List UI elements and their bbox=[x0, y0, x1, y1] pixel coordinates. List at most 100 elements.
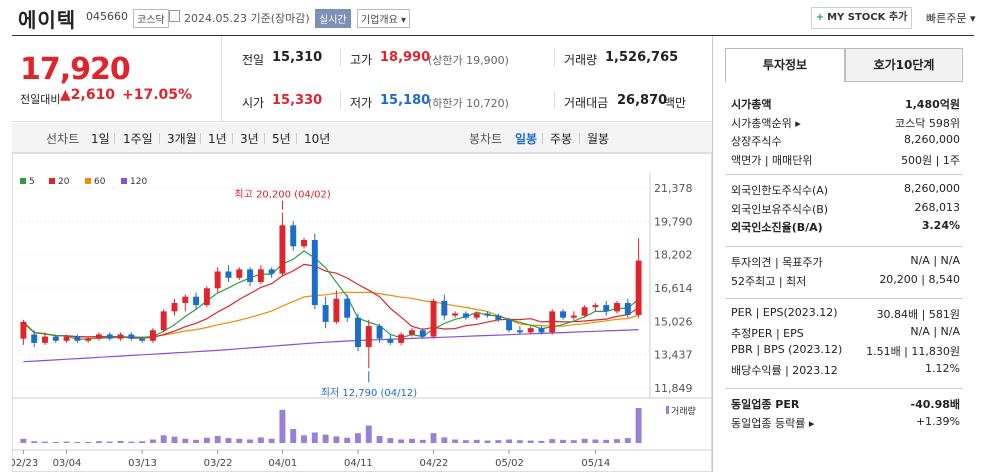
volume-bar bbox=[42, 441, 48, 443]
candle-body bbox=[139, 338, 146, 341]
candle-body bbox=[527, 328, 534, 333]
candle-daily[interactable]: 일봉 bbox=[515, 132, 538, 146]
volume-bar bbox=[614, 439, 620, 443]
candle-body bbox=[516, 330, 523, 333]
candle-monthly[interactable]: 월봉 bbox=[587, 132, 610, 146]
volume-bar bbox=[538, 440, 545, 443]
candle-weekly[interactable]: 주봉 bbox=[550, 132, 573, 146]
info-label: 시가총액순위 ▸ bbox=[731, 116, 801, 130]
x-tick-label: 02/23 bbox=[12, 458, 38, 469]
ma60-line bbox=[22, 291, 639, 338]
candle-body bbox=[430, 300, 437, 337]
volume-label: 거래량 bbox=[671, 405, 696, 417]
candle-body bbox=[452, 313, 459, 316]
info-value: 1.12% bbox=[925, 361, 960, 375]
info-label: 외국인한도주식수(A) bbox=[731, 184, 829, 197]
low-annotation: 최저 12,790 (04/12) bbox=[321, 387, 417, 399]
low-value: 15,180 bbox=[380, 93, 431, 108]
info-value: 268,013 bbox=[914, 200, 961, 214]
period-5y[interactable]: 5년 bbox=[272, 132, 291, 146]
candle-body bbox=[473, 313, 480, 318]
candle-body bbox=[214, 271, 221, 289]
info-value: 8,260,000 bbox=[904, 182, 960, 195]
volume-bar bbox=[408, 438, 415, 443]
x-tick-label: 04/11 bbox=[344, 458, 373, 469]
realtime-button[interactable]: 실시간 bbox=[315, 9, 351, 28]
period-3y[interactable]: 3년 bbox=[240, 132, 259, 146]
plus-icon: + bbox=[815, 12, 825, 23]
volume-bar bbox=[419, 439, 426, 443]
divider bbox=[725, 388, 963, 389]
candle-body bbox=[560, 311, 567, 318]
current-price: 17,920 bbox=[20, 52, 131, 87]
candle-body bbox=[290, 225, 297, 247]
volume-bar bbox=[549, 439, 556, 443]
candle-body bbox=[128, 334, 135, 339]
info-value: 8,260,000 bbox=[904, 133, 960, 146]
divider bbox=[296, 133, 297, 144]
period-1y[interactable]: 1년 bbox=[208, 132, 227, 146]
period-10y[interactable]: 10년 bbox=[304, 132, 331, 146]
change-value: ▲2,610 bbox=[60, 87, 116, 103]
candle-body bbox=[257, 269, 264, 282]
candle-body bbox=[149, 330, 156, 341]
legend-swatch bbox=[20, 178, 26, 184]
period-3m[interactable]: 3개월 bbox=[167, 132, 197, 146]
info-label: 동일업종 등락률 ▸ bbox=[731, 416, 815, 430]
panel-tabs: 투자정보 호가10단계 bbox=[725, 48, 963, 82]
x-tick-label: 04/01 bbox=[268, 458, 297, 469]
volume-bar bbox=[452, 439, 459, 443]
volume-bar bbox=[182, 438, 189, 443]
volume-bar bbox=[592, 439, 599, 443]
candle-body bbox=[117, 334, 124, 339]
volume-bar bbox=[236, 438, 243, 443]
amount-label: 거래대금 bbox=[564, 96, 609, 110]
info-value: -40.98배 bbox=[910, 398, 960, 411]
tab-hoga[interactable]: 호가10단계 bbox=[845, 48, 963, 82]
divider bbox=[579, 133, 580, 144]
x-tick-label: 05/02 bbox=[495, 458, 524, 469]
divider bbox=[542, 133, 543, 144]
volume-bar bbox=[171, 436, 178, 443]
add-mystock-button[interactable]: + MY STOCK 추가 bbox=[811, 7, 912, 29]
add-mystock-label: MY STOCK 추가 bbox=[827, 12, 908, 23]
volume-bar bbox=[52, 441, 59, 443]
volume-bar bbox=[398, 439, 405, 443]
quote-grid: 전일 15,310 고가 18,990 (상한가 19,900) 거래량 1,5… bbox=[222, 36, 712, 122]
company-overview-button[interactable]: 기업개요 ▾ bbox=[357, 9, 410, 28]
volume-bar bbox=[203, 437, 210, 443]
volume-bar bbox=[225, 438, 232, 443]
candle-body bbox=[408, 330, 415, 335]
candle-body bbox=[635, 260, 642, 315]
info-label: 외국인보유주식수(B) bbox=[731, 202, 829, 216]
candle-body bbox=[484, 313, 491, 316]
open-label: 시가 bbox=[242, 96, 265, 110]
upper-limit: (상한가 19,900) bbox=[428, 54, 509, 67]
candle-body bbox=[279, 225, 286, 274]
ma120-line bbox=[23, 329, 639, 363]
volume-bar bbox=[430, 433, 437, 443]
info-value: 3.24% bbox=[921, 219, 960, 232]
info-value: 1.51배 | 11,830원 bbox=[866, 345, 960, 358]
tab-investment[interactable]: 투자정보 bbox=[725, 48, 845, 82]
info-label: 동일업종 PER bbox=[731, 398, 800, 411]
candle-body bbox=[193, 296, 200, 306]
period-1w[interactable]: 1주일 bbox=[123, 132, 153, 146]
volume-bar bbox=[333, 436, 340, 443]
info-label: 외국인소진율(B/A) bbox=[731, 221, 823, 234]
divider bbox=[554, 91, 555, 109]
candle-body bbox=[236, 269, 243, 278]
volume-bar bbox=[257, 437, 264, 443]
candle-body bbox=[365, 326, 372, 348]
line-chart-label: 선차트 bbox=[46, 132, 80, 146]
investment-panel: 투자정보 호가10단계 시가총액 1,480억원 시가총액순위 ▸ 코스닥 598위 상… bbox=[712, 36, 974, 472]
price-chart[interactable]: 21,378 19,790 18,202 16,614 15,026 13,437 11,8… bbox=[9, 153, 712, 472]
volume-bar bbox=[160, 435, 167, 443]
divider bbox=[340, 91, 341, 109]
period-1d[interactable]: 1일 bbox=[91, 132, 110, 146]
candle-body bbox=[538, 328, 545, 333]
candle-body bbox=[344, 298, 351, 318]
volume-bar bbox=[355, 433, 361, 443]
candle-body bbox=[376, 326, 383, 339]
quick-order-button[interactable]: 빠른주문 ▾ bbox=[926, 12, 976, 25]
